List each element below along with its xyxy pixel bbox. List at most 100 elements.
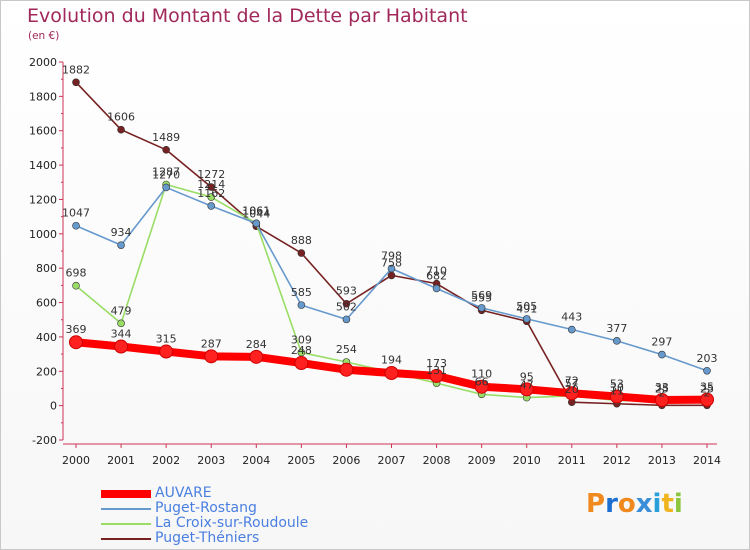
x-tick-label: 2002 [152,454,180,467]
y-tick-label: -200 [32,434,57,447]
data-label: 11 [610,385,624,398]
y-tick-label: 800 [36,262,57,275]
data-label: 2 [658,386,665,399]
data-label: 315 [156,333,177,346]
data-point [613,337,621,345]
y-tick-label: 0 [50,400,57,413]
logo-letter: x [635,489,653,519]
legend-label: La Croix-sur-Roudoule [155,515,309,531]
data-point [69,335,83,350]
y-tick-label: 1800 [29,90,57,103]
data-label: 1214 [197,178,225,191]
data-label: 1606 [107,111,135,124]
y-tick-label: 2000 [29,56,57,69]
data-point [117,125,125,134]
data-label: 1044 [242,207,270,220]
data-label: 1489 [152,131,180,144]
logo-letter: i [673,489,683,519]
x-tick-label: 2008 [423,454,451,467]
data-point [114,339,129,354]
x-tick-label: 2010 [513,454,541,467]
data-label: 20 [565,383,579,396]
data-point [207,183,216,191]
x-tick-label: 2007 [378,454,406,467]
data-point [474,379,489,394]
data-label: 35 [700,381,714,394]
data-point [207,193,216,201]
data-point [207,202,216,210]
y-tick-label: 1000 [29,228,57,241]
data-label: 555 [471,291,492,304]
x-tick-label: 2003 [197,454,225,467]
data-label: 888 [291,234,312,247]
legend-swatch [101,538,151,540]
data-label: 344 [111,328,132,341]
data-point [387,264,396,273]
legend-label: AUVARE [155,485,212,501]
data-label: 934 [111,226,132,239]
data-label: 2 [704,386,711,399]
data-label: 203 [697,352,718,365]
data-label: 173 [426,357,447,370]
x-tick-label: 2014 [693,454,721,467]
data-label: 53 [610,378,624,391]
data-point [297,249,306,257]
y-tick-label: 200 [36,365,57,378]
y-tick-label: 400 [36,331,57,344]
data-point [432,284,441,293]
data-point [72,281,80,290]
proxiti-logo: Proxiti [586,489,683,519]
data-label: 248 [291,344,312,357]
data-label: 194 [381,353,402,366]
data-label: 25 [655,382,669,395]
data-point [297,301,306,309]
data-label: 1270 [152,168,180,181]
data-point [72,78,80,87]
y-tick-label: 1600 [29,125,57,138]
x-tick-label: 2006 [332,454,360,467]
data-point [339,362,354,377]
data-point [564,386,579,401]
data-point [72,221,80,230]
legend-swatch [101,490,151,498]
x-tick-label: 2009 [468,454,496,467]
data-label: 1882 [62,63,90,76]
data-label: 710 [426,265,447,278]
data-label: 491 [516,302,537,315]
x-tick-label: 2013 [648,454,676,467]
data-label: 110 [471,368,492,381]
data-label: 287 [201,337,222,350]
data-label: 377 [606,322,627,335]
data-point [249,349,264,364]
data-point [654,392,669,407]
data-point [117,319,125,328]
data-point [387,271,396,280]
data-point [204,349,219,364]
legend-swatch [101,508,151,510]
legend-label: Puget-Rostang [155,500,257,516]
chart-title: Evolution du Montant de la Dette par Hab… [27,5,468,27]
data-label: 1162 [197,187,225,200]
y-tick-label: 1400 [29,159,57,172]
data-label: 369 [66,323,87,336]
data-point [159,344,174,359]
data-label: 443 [561,311,582,324]
legend-swatch [101,523,151,525]
x-tick-label: 2011 [558,454,586,467]
y-tick-label: 600 [36,297,57,310]
data-label: 1061 [242,204,270,217]
data-label: 505 [516,300,537,313]
x-tick-label: 2001 [107,454,135,467]
y-tick-label: 1200 [29,193,57,206]
data-point [384,365,399,380]
data-point [477,304,486,312]
data-point [519,382,534,397]
data-label: 758 [381,256,402,269]
data-label: 131 [426,364,447,377]
data-label: 502 [336,300,357,313]
data-label: 33 [655,381,669,394]
data-label: 1047 [62,207,90,220]
logo-letter: t [661,489,674,519]
data-label: 1061 [242,204,270,217]
